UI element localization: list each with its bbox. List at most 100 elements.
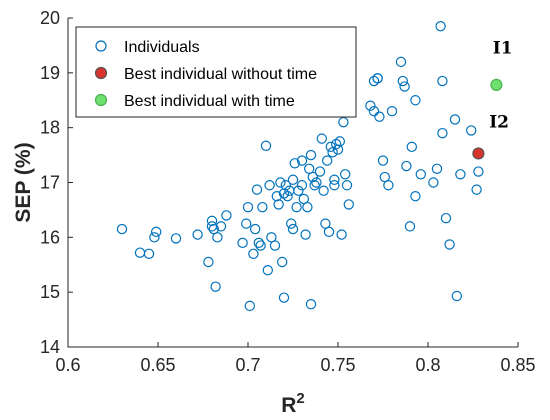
- legend-marker-best-with-time: [94, 93, 108, 107]
- data-point: [302, 201, 313, 213]
- data-point: [206, 215, 218, 227]
- data-point: [336, 229, 347, 240]
- data-point: [365, 100, 376, 111]
- data-point: [149, 232, 160, 243]
- data-point: [331, 138, 342, 150]
- x-tick-label: 0.75: [320, 355, 355, 375]
- data-point: [316, 133, 327, 144]
- data-point: [260, 140, 272, 151]
- data-point: [273, 199, 284, 210]
- legend-label-individuals: Individuals: [124, 39, 200, 56]
- legend-label-best-without-time: Best individual without time: [124, 66, 317, 83]
- data-point: [415, 169, 426, 180]
- data-point: [323, 226, 335, 238]
- annotation-label-i1: I1: [493, 39, 513, 59]
- data-point: [311, 177, 322, 188]
- data-point: [237, 237, 248, 249]
- data-point: [435, 21, 446, 32]
- data-point: [449, 114, 461, 125]
- data-point: [212, 232, 223, 243]
- data-point: [343, 199, 354, 210]
- data-point: [314, 166, 326, 177]
- data-point: [244, 300, 255, 312]
- data-point: [305, 149, 317, 161]
- x-tick-label: 0.85: [500, 355, 535, 375]
- data-point: [444, 239, 455, 250]
- x-tick-label: 0.8: [415, 355, 440, 375]
- data-point: [318, 185, 329, 196]
- data-point: [278, 188, 290, 199]
- data-point: [431, 163, 443, 174]
- data-point: [440, 212, 452, 224]
- data-point: [116, 223, 128, 235]
- data-point: [466, 125, 477, 136]
- data-point: [410, 191, 421, 202]
- data-point: [251, 184, 263, 195]
- data-point: [404, 221, 416, 232]
- data-point: [253, 237, 264, 249]
- data-point: [248, 248, 259, 259]
- data-point: [322, 155, 333, 166]
- data-point: [275, 177, 286, 188]
- data-point: [257, 201, 268, 213]
- data-point: [329, 174, 340, 185]
- data-point: [296, 155, 308, 166]
- data-point: [287, 174, 299, 185]
- data-point: [269, 240, 281, 251]
- data-point: [397, 75, 408, 87]
- data-point: [401, 160, 412, 172]
- data-point: [428, 177, 439, 188]
- data-point: [329, 180, 340, 191]
- data-point: [338, 116, 349, 128]
- best-without-time-point: [472, 147, 485, 160]
- data-point: [377, 155, 389, 166]
- data-point: [296, 180, 308, 191]
- data-point: [249, 223, 261, 235]
- data-point: [307, 171, 318, 183]
- annotation-label-i2: I2: [489, 113, 509, 133]
- y-tick-label: 19: [40, 63, 60, 83]
- data-point: [203, 256, 214, 268]
- data-point: [437, 75, 448, 87]
- ticks-layer: 0.6 0.65 0.7 0.75 0.8 0.85 14 15 16 17 18 19 20: [40, 8, 536, 375]
- y-tick-label: 16: [40, 227, 60, 247]
- data-point: [305, 299, 317, 310]
- legend-box: [75, 26, 357, 118]
- x-axis-title: R2: [281, 390, 305, 417]
- data-point: [221, 210, 232, 221]
- data-point: [280, 180, 291, 191]
- data-point: [471, 184, 482, 195]
- data-point: [451, 290, 462, 302]
- y-tick-label: 15: [40, 282, 60, 302]
- data-point: [309, 180, 320, 191]
- data-point: [368, 75, 380, 87]
- data-point: [383, 180, 394, 191]
- data-point: [300, 229, 311, 240]
- y-tick-label: 17: [40, 173, 60, 193]
- data-point: [277, 256, 288, 268]
- best-with-time-point: [490, 78, 503, 91]
- legend-marker-individuals: [95, 40, 107, 52]
- legend: Individuals Best individual without time…: [75, 26, 357, 118]
- data-point: [282, 191, 293, 202]
- x-axis-title-superscript: 2: [296, 390, 304, 407]
- data-point: [287, 223, 299, 235]
- data-point: [473, 166, 484, 177]
- data-point: [264, 180, 275, 191]
- data-point: [271, 191, 282, 202]
- data-point: [325, 141, 336, 153]
- data-point: [210, 281, 221, 292]
- data-point: [262, 265, 273, 276]
- data-point: [143, 248, 155, 259]
- data-point: [340, 169, 351, 180]
- data-point: [242, 201, 254, 213]
- data-point: [289, 158, 300, 169]
- y-tick-label: 18: [40, 118, 60, 138]
- data-point: [291, 201, 302, 213]
- points-layer: [116, 21, 503, 312]
- data-point: [406, 141, 417, 153]
- data-point: [455, 169, 466, 180]
- data-point: [286, 218, 297, 229]
- data-point: [240, 218, 252, 229]
